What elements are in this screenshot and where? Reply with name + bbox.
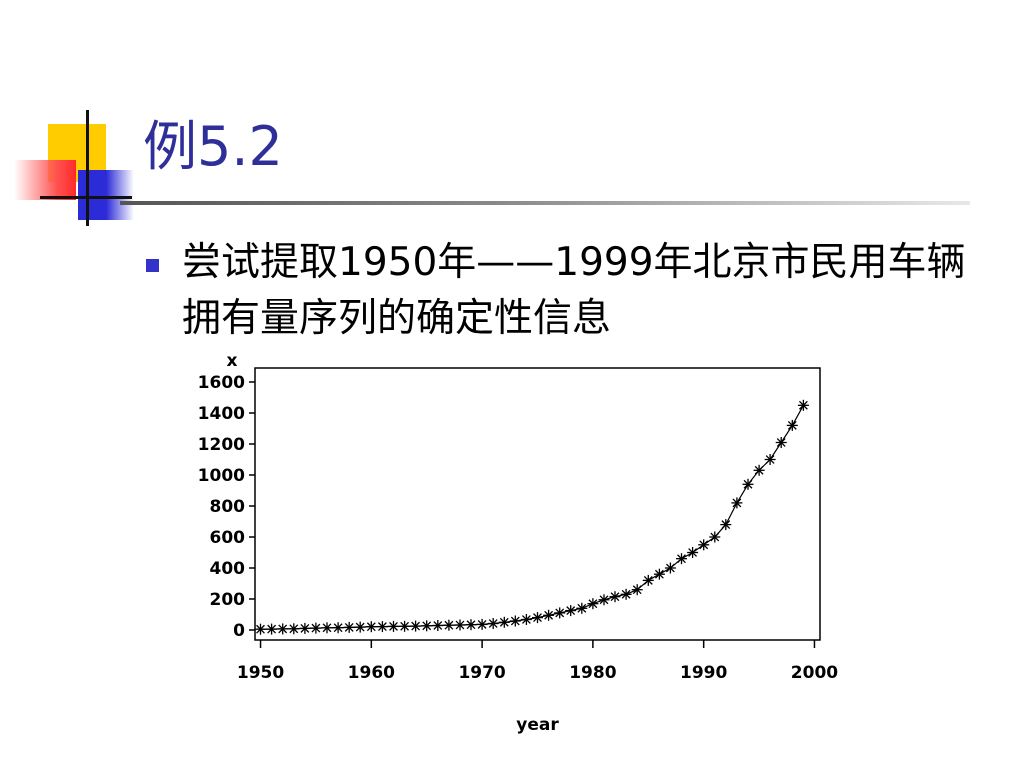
y-tick-label: 0 [233,621,245,641]
chart-axes: 0 200 400 600 800 1000 1200 1400 1600 1950 1960 197… [198,351,839,735]
data-point [554,607,566,619]
data-point [255,623,266,635]
decor-red-square [14,160,76,200]
data-point [432,620,444,631]
data-point [288,623,300,635]
slide-title: 例5.2 [143,115,283,178]
data-point [720,519,732,531]
data-point [310,622,322,634]
data-point [421,620,433,632]
data-point [376,621,388,633]
data-point [498,616,510,628]
x-tick-label: 1980 [569,663,616,683]
data-point [354,621,366,633]
data-point [365,621,377,633]
y-tick-label: 1600 [198,373,245,393]
data-point [587,598,599,610]
x-tick-label: 1950 [237,663,284,683]
data-point [709,531,721,543]
data-point [266,623,278,635]
data-point [399,620,411,632]
x-tick-label: 1960 [348,663,395,683]
y-tick-label: 200 [210,590,246,610]
data-point [687,547,699,558]
data-point [532,612,543,624]
data-point [454,619,466,631]
y-tick-label: 400 [210,559,246,579]
data-point [476,618,488,630]
data-point [543,609,555,621]
data-point [775,437,787,448]
series-line [260,405,804,630]
data-point [410,620,422,632]
data-point [332,622,344,634]
decor-vertical-line [86,110,89,226]
data-point [277,623,289,635]
y-axis-title: x [227,351,238,371]
x-tick-label: 2000 [791,663,838,683]
data-point [797,399,809,411]
data-point [509,615,521,627]
data-point [764,454,776,465]
x-tick-label: 1990 [680,663,727,683]
x-axis-title: year [516,715,559,735]
data-point [598,594,610,606]
scatter-chart: 0 200 400 600 800 1000 1200 1400 1600 1950 1960 197… [198,351,839,735]
x-tick-label: 1970 [458,663,505,683]
data-point [786,419,798,431]
bullet-text: 尝试提取1950年——1999年北京市民用车辆拥有量序列的确定性信息 [182,240,966,341]
data-point [676,553,687,565]
data-point [465,619,477,631]
y-tick-label: 1400 [198,404,245,424]
data-point [642,574,654,586]
data-point [609,591,621,603]
data-point [520,614,532,625]
data-point [299,622,311,634]
data-point [388,620,399,632]
data-point [443,619,455,631]
data-point [753,464,765,476]
data-point [576,602,588,614]
title-underline [120,201,970,205]
data-point [631,584,643,596]
data-point [321,622,333,634]
data-point [742,478,754,490]
data-point [565,605,577,617]
data-point [620,588,632,600]
data-point [698,539,710,551]
data-point [731,497,743,509]
y-tick-label: 600 [210,528,246,548]
decor-horizontal-line [40,196,132,199]
data-point [664,562,676,574]
data-point [343,621,355,633]
plot-frame [254,367,821,641]
y-tick-label: 1000 [198,466,245,486]
y-tick-label: 800 [210,497,246,517]
y-tick-label: 1200 [198,435,245,455]
chart-series [255,399,809,635]
data-point [487,618,499,629]
bullet-square-icon [146,259,159,272]
data-point [653,568,665,580]
